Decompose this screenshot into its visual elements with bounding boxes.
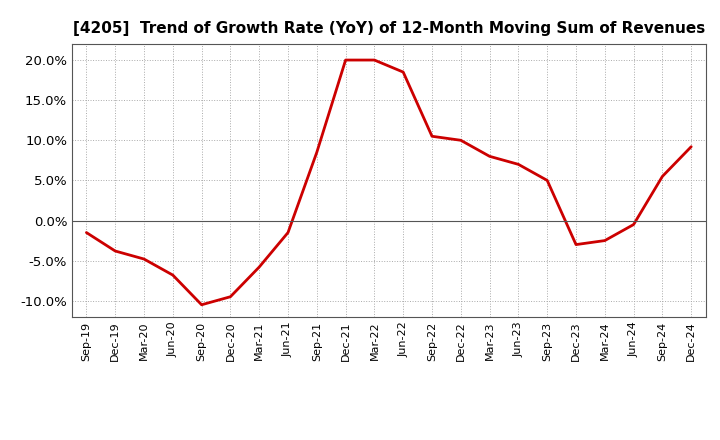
Title: [4205]  Trend of Growth Rate (YoY) of 12-Month Moving Sum of Revenues: [4205] Trend of Growth Rate (YoY) of 12-…: [73, 21, 705, 36]
